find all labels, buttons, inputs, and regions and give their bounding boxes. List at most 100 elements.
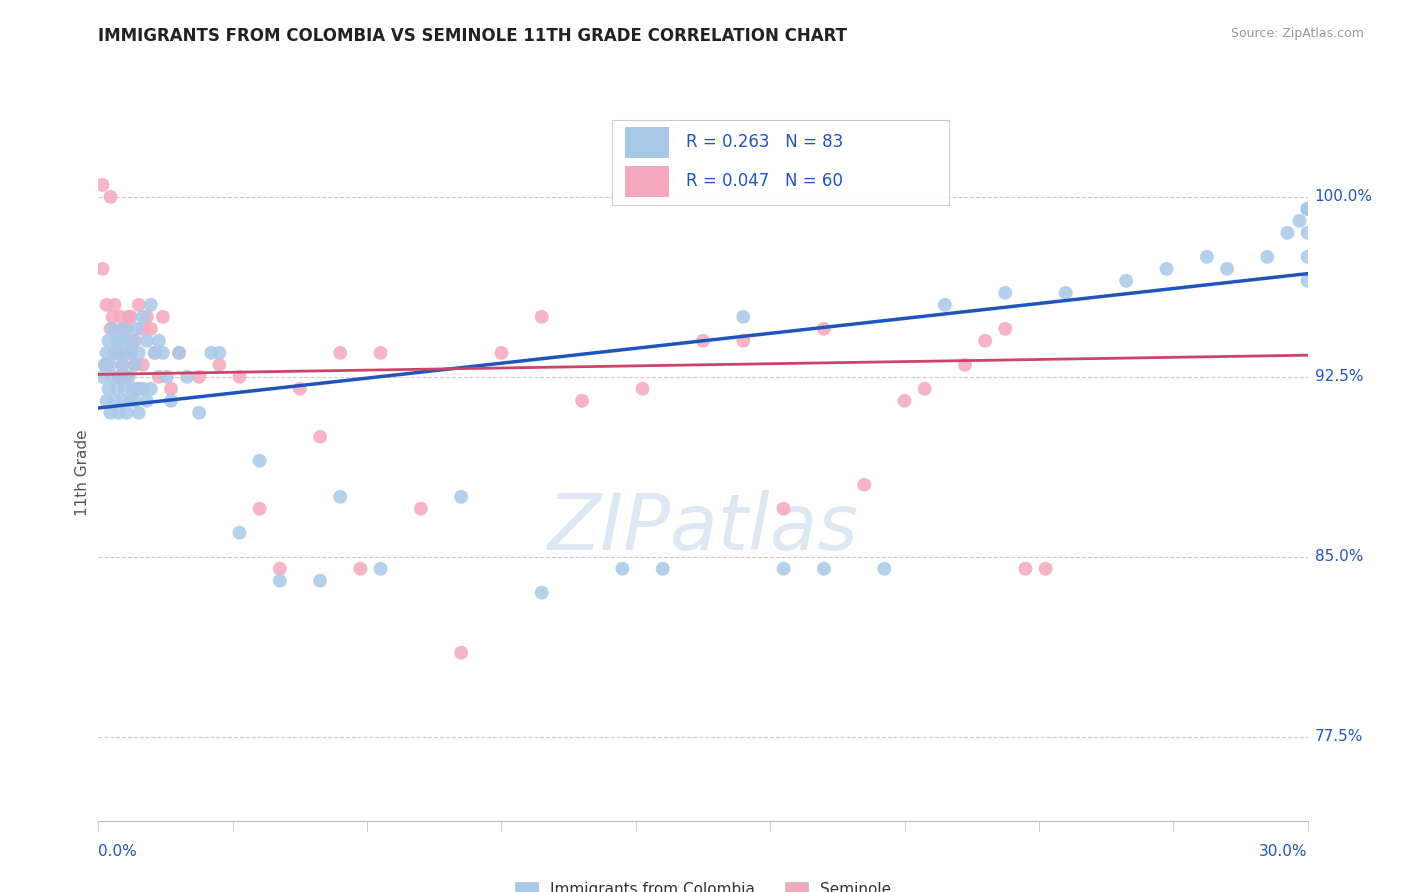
Point bbox=[631, 382, 654, 396]
Text: IMMIGRANTS FROM COLOMBIA VS SEMINOLE 11TH GRADE CORRELATION CHART: IMMIGRANTS FROM COLOMBIA VS SEMINOLE 11T… bbox=[98, 27, 848, 45]
Point bbox=[651, 562, 673, 576]
Point bbox=[111, 358, 134, 372]
Text: Source: ZipAtlas.com: Source: ZipAtlas.com bbox=[1230, 27, 1364, 40]
Point bbox=[188, 369, 211, 384]
Point bbox=[1195, 250, 1218, 264]
Point bbox=[135, 310, 157, 324]
Point bbox=[974, 334, 997, 348]
Point bbox=[370, 562, 392, 576]
Point bbox=[101, 322, 124, 336]
Text: 0.0%: 0.0% bbox=[98, 845, 138, 859]
Point bbox=[132, 322, 155, 336]
Text: 30.0%: 30.0% bbox=[1260, 845, 1308, 859]
Point bbox=[125, 382, 148, 396]
Point bbox=[167, 346, 190, 360]
Point bbox=[132, 310, 155, 324]
Point bbox=[143, 346, 166, 360]
Point bbox=[110, 310, 132, 324]
Point bbox=[167, 346, 190, 360]
Point bbox=[571, 393, 593, 408]
Point bbox=[120, 310, 142, 324]
Text: 100.0%: 100.0% bbox=[1315, 189, 1372, 204]
Point bbox=[176, 369, 198, 384]
Point bbox=[349, 562, 371, 576]
Point bbox=[409, 501, 432, 516]
Text: ZIPatlas: ZIPatlas bbox=[547, 491, 859, 566]
Point bbox=[994, 285, 1017, 300]
Point bbox=[118, 369, 141, 384]
Point bbox=[1054, 285, 1077, 300]
Point bbox=[91, 178, 114, 192]
Point bbox=[91, 369, 114, 384]
Point bbox=[1296, 250, 1319, 264]
Point bbox=[370, 346, 392, 360]
Point bbox=[97, 382, 120, 396]
Point bbox=[530, 310, 553, 324]
Point bbox=[114, 322, 136, 336]
Point bbox=[450, 646, 472, 660]
Text: R = 0.047   N = 60: R = 0.047 N = 60 bbox=[686, 172, 842, 190]
Point bbox=[188, 406, 211, 420]
Point bbox=[100, 322, 122, 336]
Point bbox=[107, 346, 129, 360]
Point bbox=[100, 358, 122, 372]
Point bbox=[96, 298, 118, 312]
Text: 85.0%: 85.0% bbox=[1315, 549, 1362, 565]
Point bbox=[1288, 214, 1310, 228]
Point bbox=[96, 393, 118, 408]
Point bbox=[120, 346, 142, 360]
Point bbox=[934, 298, 956, 312]
Point bbox=[118, 310, 141, 324]
Point bbox=[1256, 250, 1278, 264]
Point bbox=[450, 490, 472, 504]
Point bbox=[228, 525, 250, 540]
Point bbox=[772, 501, 794, 516]
Point bbox=[692, 334, 714, 348]
Bar bbox=[626, 128, 669, 158]
Point bbox=[115, 322, 138, 336]
Point bbox=[101, 369, 124, 384]
Point bbox=[125, 322, 148, 336]
Point bbox=[249, 501, 271, 516]
Point bbox=[100, 406, 122, 420]
Point bbox=[103, 393, 125, 408]
Point bbox=[121, 382, 143, 396]
Point bbox=[139, 382, 162, 396]
Point bbox=[733, 334, 755, 348]
Point bbox=[249, 454, 271, 468]
Point bbox=[128, 406, 150, 420]
Point bbox=[107, 369, 129, 384]
Point bbox=[103, 346, 125, 360]
Point bbox=[121, 334, 143, 348]
Point bbox=[994, 322, 1017, 336]
Point bbox=[953, 358, 976, 372]
Point bbox=[772, 562, 794, 576]
Point bbox=[107, 346, 129, 360]
Point bbox=[914, 382, 936, 396]
Point bbox=[156, 369, 179, 384]
Point bbox=[612, 562, 634, 576]
Point bbox=[733, 310, 755, 324]
Point bbox=[160, 393, 183, 408]
Point bbox=[101, 310, 124, 324]
Point bbox=[1035, 562, 1057, 576]
Text: 77.5%: 77.5% bbox=[1315, 729, 1362, 744]
Point bbox=[120, 393, 142, 408]
Point bbox=[103, 346, 125, 360]
Point bbox=[115, 369, 138, 384]
Legend: Immigrants from Colombia, Seminole: Immigrants from Colombia, Seminole bbox=[509, 876, 897, 892]
Point bbox=[152, 346, 174, 360]
Point bbox=[118, 334, 141, 348]
Text: R = 0.263   N = 83: R = 0.263 N = 83 bbox=[686, 134, 844, 152]
Point bbox=[1156, 261, 1178, 276]
Point bbox=[93, 358, 115, 372]
Point bbox=[1296, 274, 1319, 288]
Point bbox=[132, 382, 155, 396]
Point bbox=[96, 346, 118, 360]
Point bbox=[309, 574, 332, 588]
Point bbox=[148, 369, 170, 384]
Point bbox=[269, 562, 291, 576]
Point bbox=[530, 585, 553, 599]
Point bbox=[128, 298, 150, 312]
Point bbox=[111, 322, 134, 336]
